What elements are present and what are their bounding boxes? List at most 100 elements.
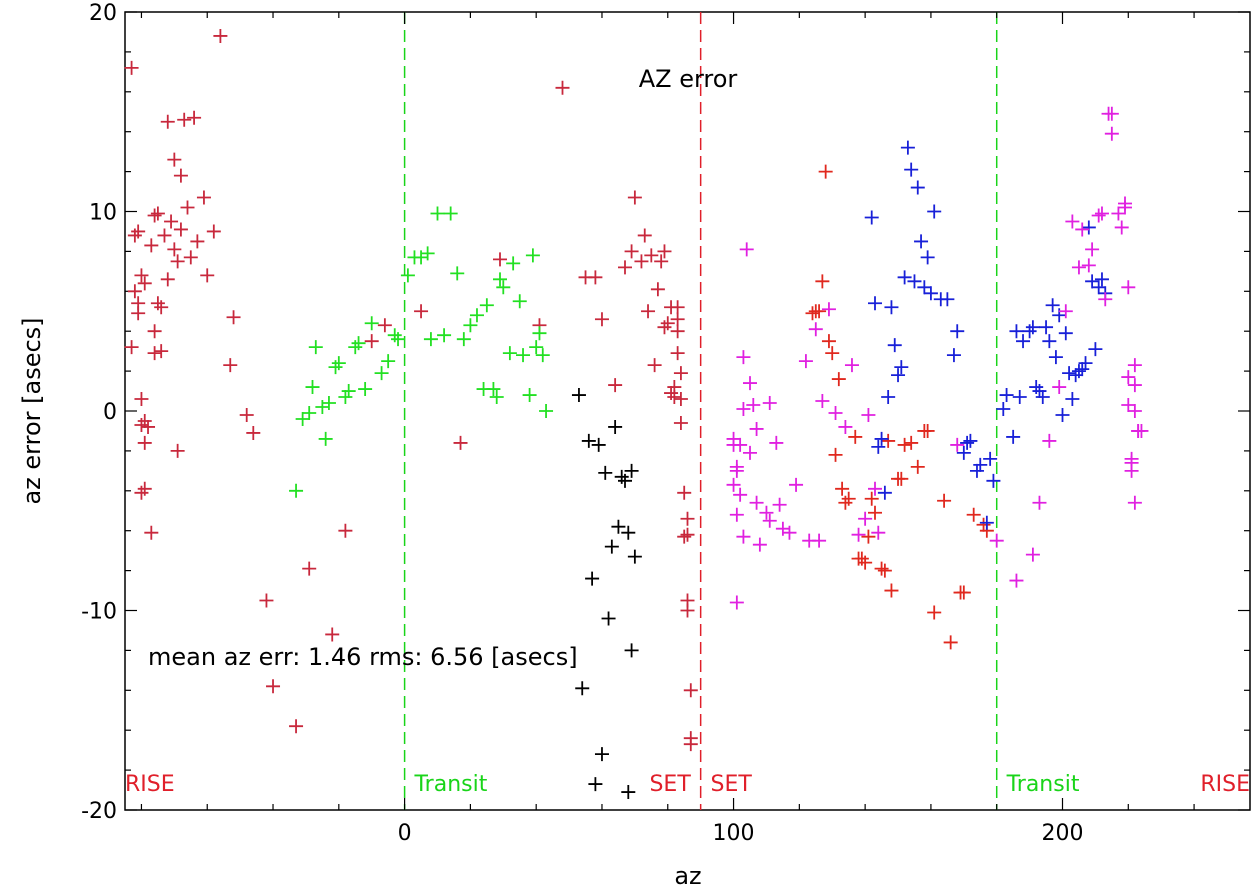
data-point-series-0 — [137, 435, 152, 450]
data-point-series-5 — [1121, 398, 1136, 413]
data-point-series-0 — [677, 485, 692, 500]
data-point-series-0 — [147, 324, 162, 339]
data-point-series-5 — [798, 354, 813, 369]
data-point-series-3 — [854, 551, 869, 566]
data-point-series-0 — [453, 435, 468, 450]
data-point-series-0 — [555, 80, 570, 95]
data-point-series-1 — [381, 354, 396, 369]
data-point-series-1 — [469, 308, 484, 323]
data-point-series-0 — [338, 523, 353, 538]
data-point-series-3 — [821, 334, 836, 349]
data-point-series-4 — [956, 445, 971, 460]
data-point-series-0 — [660, 316, 675, 331]
data-point-series-0 — [624, 244, 639, 259]
data-point-series-4 — [904, 162, 919, 177]
data-point-series-3 — [841, 491, 856, 506]
data-point-series-4 — [1032, 384, 1047, 399]
data-point-series-4 — [910, 180, 925, 195]
data-point-series-5 — [759, 505, 774, 520]
data-point-series-0 — [594, 312, 609, 327]
data-point-series-1 — [391, 332, 406, 347]
data-point-series-5 — [1121, 370, 1136, 385]
data-point-series-2 — [624, 643, 639, 658]
x-tick-label: 200 — [1042, 821, 1084, 846]
data-point-series-4 — [1065, 392, 1080, 407]
data-point-series-1 — [516, 348, 531, 363]
data-point-series-1 — [423, 332, 438, 347]
data-point-series-2 — [575, 681, 590, 696]
data-point-series-2 — [608, 419, 623, 434]
data-point-series-0 — [673, 392, 688, 407]
data-point-series-0 — [154, 300, 169, 315]
data-point-series-4 — [1081, 220, 1096, 235]
data-point-series-0 — [673, 366, 688, 381]
data-point-series-4 — [897, 270, 912, 285]
data-point-series-5 — [851, 527, 866, 542]
data-point-series-1 — [493, 272, 507, 287]
y-axis-ticks: -20 -10 0 10 20 — [81, 1, 1250, 824]
data-point-series-1 — [364, 316, 379, 331]
data-point-series-5 — [1071, 260, 1086, 275]
data-point-series-3 — [868, 505, 882, 520]
data-point-series-4 — [1091, 280, 1106, 295]
stats-annotation: mean az err: 1.46 rms: 6.56 [asecs] — [148, 643, 578, 671]
data-point-series-1 — [463, 318, 478, 333]
data-point-series-1 — [315, 400, 330, 415]
data-point-series-4 — [868, 296, 882, 311]
data-point-series-0 — [246, 425, 261, 440]
data-point-series-3 — [864, 491, 879, 506]
data-point-series-0 — [137, 276, 152, 291]
data-point-series-4 — [920, 250, 935, 265]
data-point-series-0 — [259, 593, 274, 608]
data-point-series-4 — [1052, 308, 1067, 323]
data-point-series-5 — [1032, 495, 1047, 510]
data-point-series-1 — [529, 340, 544, 355]
x-tick-label: 100 — [713, 821, 755, 846]
data-point-series-1 — [414, 250, 429, 265]
data-point-series-0 — [657, 320, 672, 335]
data-point-series-4 — [1009, 324, 1024, 339]
data-point-series-0 — [654, 254, 669, 269]
data-point-series-3 — [838, 495, 853, 510]
data-point-series-5 — [1104, 106, 1119, 121]
data-point-series-4 — [1025, 320, 1040, 335]
data-point-series-0 — [137, 413, 152, 428]
data-point-series-0 — [650, 282, 665, 297]
data-point-series-2 — [614, 469, 629, 484]
data-point-series-5 — [733, 487, 748, 502]
data-point-series-5 — [1081, 258, 1096, 273]
data-point-series-5 — [1127, 358, 1142, 373]
data-point-series-1 — [539, 404, 554, 418]
data-point-series-5 — [769, 435, 784, 450]
data-point-series-0 — [239, 407, 254, 422]
data-point-series-0 — [173, 168, 188, 183]
data-point-series-4 — [884, 300, 899, 315]
data-point-series-0 — [200, 268, 215, 283]
data-point-series-4 — [1078, 356, 1093, 371]
data-point-series-4 — [979, 515, 994, 530]
data-point-series-4 — [969, 463, 984, 478]
data-point-series-5 — [726, 477, 741, 492]
data-point-series-5 — [743, 376, 757, 391]
data-point-series-3 — [858, 555, 873, 570]
data-point-series-5 — [1118, 196, 1132, 211]
data-point-series-3 — [877, 563, 892, 578]
data-point-series-3 — [818, 164, 833, 179]
data-point-series-4 — [1012, 390, 1027, 405]
y-tick-label: 0 — [103, 400, 117, 425]
data-point-series-1 — [506, 256, 521, 271]
data-point-series-5 — [733, 437, 748, 452]
data-point-series-0 — [213, 28, 228, 43]
data-point-series-3 — [920, 423, 935, 438]
data-point-series-4 — [996, 402, 1011, 417]
data-point-series-0 — [124, 60, 139, 75]
data-point-series-0 — [150, 206, 165, 221]
data-point-series-1 — [400, 268, 415, 283]
data-point-series-4 — [1055, 407, 1070, 422]
data-point-series-4 — [940, 292, 955, 307]
data-point-series-2 — [598, 465, 613, 480]
data-point-series-0 — [683, 737, 698, 752]
data-point-series-3 — [861, 529, 876, 544]
data-point-series-0 — [144, 525, 159, 540]
data-point-series-1 — [321, 396, 336, 411]
